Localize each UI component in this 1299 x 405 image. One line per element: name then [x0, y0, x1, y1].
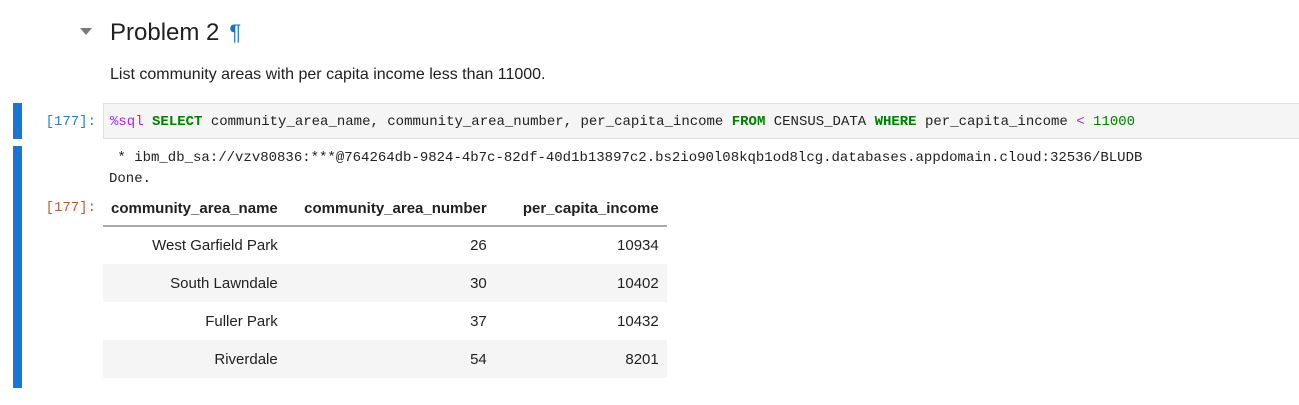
code-select-keyword: SELECT [152, 114, 203, 130]
table-cell: 10402 [494, 264, 667, 302]
heading-problem-2: Problem 2 ¶ [110, 16, 241, 50]
code-from-keyword: FROM [731, 114, 766, 130]
table-cell: 10934 [617, 237, 659, 254]
column-header: per_capita_income [494, 191, 667, 227]
heading-text: Problem 2 [110, 19, 220, 46]
code-editor[interactable]: %sql SELECT community_area_name, communi… [103, 103, 1299, 139]
code-where-column: per_capita_income [925, 114, 1068, 130]
table-cell: 26 [470, 237, 487, 254]
anchor-link[interactable]: ¶ [229, 20, 242, 45]
input-selection-bar[interactable] [13, 103, 22, 139]
code-magic: %sql [110, 114, 144, 130]
table-cell: 54 [285, 340, 495, 378]
table-cell: 37 [470, 312, 487, 330]
table-cell: 30 [285, 264, 495, 302]
table-cell: Riverdale [103, 340, 286, 378]
table-cell: Fuller Park [205, 312, 278, 330]
connection-string: * ibm_db_sa://vzv80836:***@764264db-9824… [109, 150, 1143, 166]
output-prompt: [177]: [45, 200, 96, 216]
table-cell: 8201 [494, 340, 667, 378]
table-header-row: community_area_name community_area_numbe… [103, 191, 667, 227]
code-table-name: CENSUS_DATA [773, 114, 867, 130]
column-header: community_area_name [103, 191, 286, 227]
code-number: 11000 [1093, 114, 1136, 130]
collapse-caret-icon[interactable] [80, 28, 92, 35]
table-cell: South Lawndale [103, 264, 286, 302]
result-table: community_area_name community_area_numbe… [103, 191, 667, 378]
code-line: %sql SELECT community_area_name, communi… [110, 113, 1135, 131]
input-prompt: [177]: [45, 114, 96, 130]
output-stdout: * ibm_db_sa://vzv80836:***@764264db-9824… [109, 148, 1142, 190]
status-done: Done. [109, 171, 152, 187]
output-collapse-bar[interactable] [13, 146, 22, 388]
code-operator: < [1076, 114, 1085, 130]
table-cell: 10432 [617, 312, 659, 330]
column-header: community_area_number [285, 191, 495, 227]
table-row: Fuller Park 37 10432 [103, 302, 667, 340]
markdown-paragraph: List community areas with per capita inc… [110, 66, 546, 83]
code-columns: community_area_name, community_area_numb… [210, 114, 724, 130]
code-where-keyword: WHERE [874, 114, 917, 130]
table-row: South Lawndale 30 10402 [103, 264, 667, 302]
table-cell: West Garfield Park [152, 237, 278, 254]
table-row: Riverdale 54 8201 [103, 340, 667, 378]
table-row: West Garfield Park 26 10934 [103, 226, 667, 264]
